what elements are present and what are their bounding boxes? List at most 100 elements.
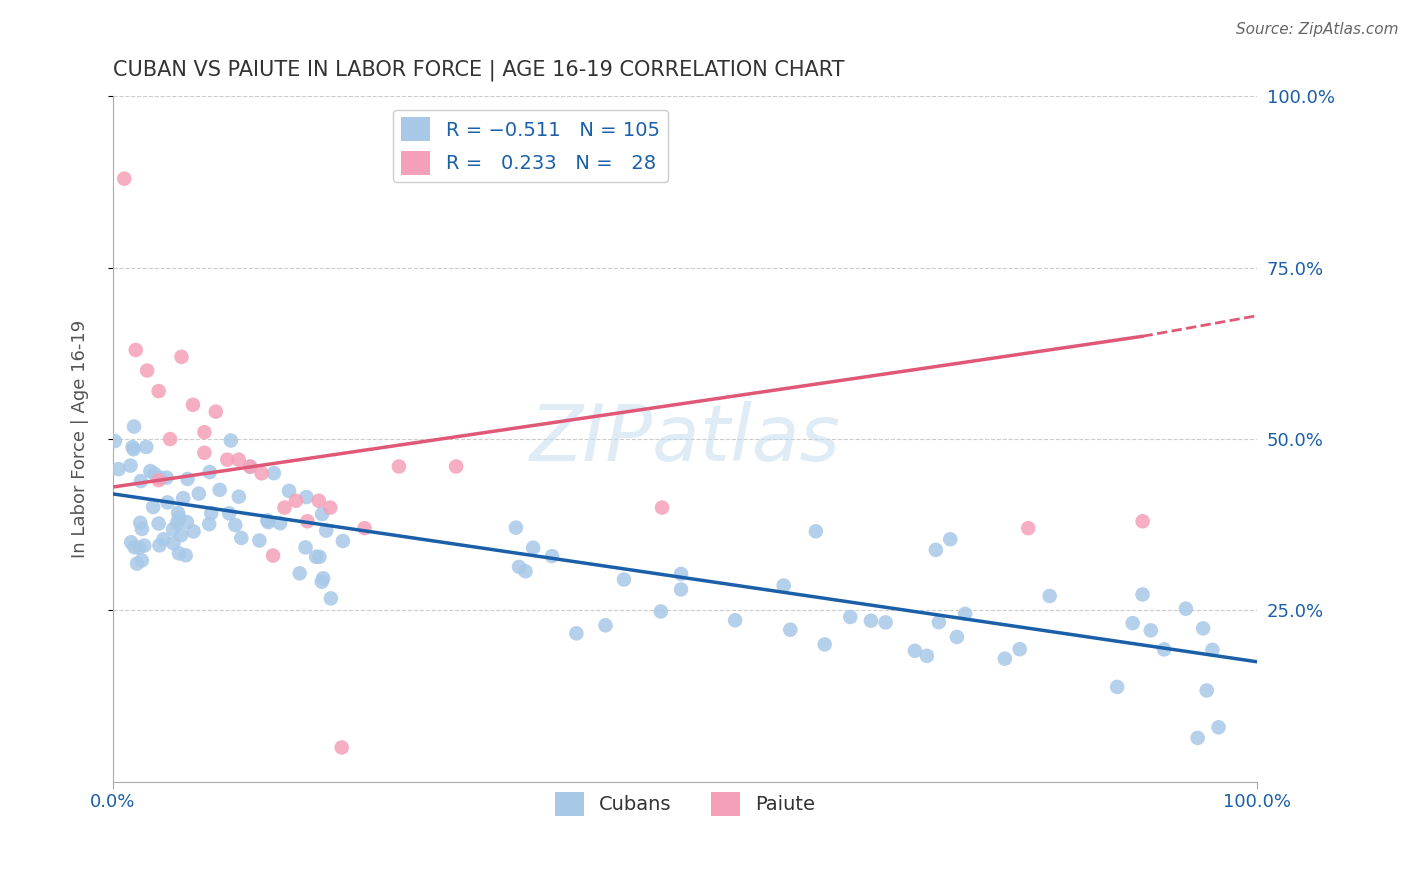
Point bbox=[312, 571, 335, 585]
Point bbox=[129, 474, 152, 488]
Point bbox=[218, 506, 240, 520]
Point bbox=[1008, 642, 1031, 657]
Point bbox=[104, 434, 127, 448]
Point bbox=[1187, 731, 1209, 745]
Point bbox=[308, 493, 330, 508]
Point bbox=[1122, 616, 1144, 631]
Point bbox=[1132, 587, 1154, 601]
Point bbox=[332, 534, 354, 549]
Y-axis label: In Labor Force | Age 16-19: In Labor Force | Age 16-19 bbox=[72, 320, 89, 558]
Point bbox=[669, 566, 692, 581]
Point bbox=[295, 490, 318, 504]
Point bbox=[125, 557, 148, 571]
Point bbox=[148, 473, 170, 487]
Point bbox=[319, 500, 342, 515]
Point bbox=[135, 440, 157, 454]
Point bbox=[174, 549, 197, 563]
Point bbox=[124, 540, 146, 554]
Point bbox=[288, 566, 311, 581]
Text: ZIPatlas: ZIPatlas bbox=[530, 401, 841, 477]
Point bbox=[925, 542, 948, 557]
Point bbox=[198, 465, 221, 479]
Text: Source: ZipAtlas.com: Source: ZipAtlas.com bbox=[1236, 22, 1399, 37]
Point bbox=[228, 452, 250, 467]
Point bbox=[444, 459, 467, 474]
Point bbox=[1192, 621, 1215, 635]
Point bbox=[939, 533, 962, 547]
Point bbox=[311, 507, 333, 521]
Point bbox=[131, 522, 153, 536]
Point bbox=[176, 515, 198, 529]
Point bbox=[904, 644, 927, 658]
Point bbox=[1107, 680, 1129, 694]
Point bbox=[231, 531, 253, 545]
Point bbox=[198, 517, 221, 532]
Point bbox=[814, 637, 837, 651]
Point bbox=[388, 459, 411, 474]
Point bbox=[311, 574, 333, 589]
Point bbox=[193, 425, 215, 440]
Point bbox=[149, 471, 172, 485]
Point bbox=[148, 538, 170, 552]
Point bbox=[129, 516, 152, 530]
Point bbox=[167, 546, 190, 560]
Point bbox=[170, 350, 193, 364]
Point bbox=[148, 516, 170, 531]
Point bbox=[505, 521, 527, 535]
Point bbox=[193, 446, 215, 460]
Point bbox=[839, 610, 862, 624]
Point bbox=[353, 521, 375, 535]
Point bbox=[319, 591, 342, 606]
Point bbox=[263, 466, 285, 480]
Point bbox=[120, 458, 142, 473]
Point bbox=[187, 486, 209, 500]
Point bbox=[134, 539, 156, 553]
Point bbox=[928, 615, 950, 630]
Point bbox=[772, 578, 794, 592]
Point bbox=[167, 506, 190, 520]
Point bbox=[208, 483, 231, 497]
Point bbox=[541, 549, 564, 563]
Point bbox=[122, 442, 145, 457]
Point bbox=[330, 740, 353, 755]
Point bbox=[166, 516, 188, 530]
Point bbox=[308, 549, 330, 564]
Point bbox=[219, 434, 242, 448]
Point bbox=[804, 524, 827, 539]
Point bbox=[1174, 601, 1197, 615]
Point bbox=[247, 533, 270, 548]
Point bbox=[224, 518, 246, 533]
Point bbox=[200, 506, 222, 520]
Point bbox=[269, 516, 291, 531]
Point bbox=[1208, 720, 1230, 734]
Point bbox=[148, 384, 170, 398]
Point bbox=[565, 626, 588, 640]
Point bbox=[953, 607, 976, 621]
Point bbox=[170, 528, 193, 542]
Point bbox=[273, 500, 295, 515]
Point bbox=[1017, 521, 1039, 535]
Point bbox=[257, 515, 280, 529]
Point bbox=[136, 363, 159, 377]
Point bbox=[143, 467, 166, 481]
Point bbox=[315, 524, 337, 538]
Point bbox=[167, 510, 190, 524]
Point bbox=[128, 541, 150, 555]
Point bbox=[1195, 683, 1218, 698]
Point bbox=[779, 623, 801, 637]
Point bbox=[155, 470, 177, 484]
Point bbox=[120, 535, 142, 549]
Point bbox=[142, 500, 165, 514]
Point bbox=[162, 522, 184, 536]
Point bbox=[1132, 514, 1154, 528]
Point bbox=[217, 452, 239, 467]
Point bbox=[250, 467, 273, 481]
Point bbox=[284, 493, 307, 508]
Point bbox=[724, 613, 747, 627]
Point bbox=[650, 605, 672, 619]
Text: CUBAN VS PAIUTE IN LABOR FORCE | AGE 16-19 CORRELATION CHART: CUBAN VS PAIUTE IN LABOR FORCE | AGE 16-… bbox=[112, 60, 845, 81]
Point bbox=[875, 615, 897, 630]
Point bbox=[181, 398, 204, 412]
Point bbox=[239, 459, 262, 474]
Point bbox=[297, 514, 319, 528]
